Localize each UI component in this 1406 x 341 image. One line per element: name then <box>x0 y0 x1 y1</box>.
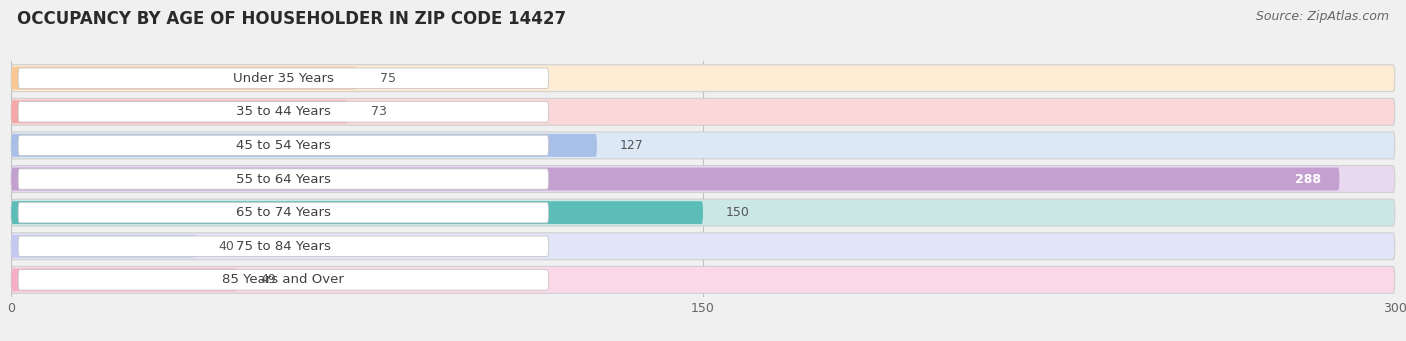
Text: 65 to 74 Years: 65 to 74 Years <box>236 206 330 219</box>
FancyBboxPatch shape <box>18 236 548 256</box>
FancyBboxPatch shape <box>18 203 548 223</box>
FancyBboxPatch shape <box>11 65 1395 92</box>
FancyBboxPatch shape <box>11 166 1395 192</box>
Text: 127: 127 <box>620 139 644 152</box>
Text: 73: 73 <box>371 105 387 118</box>
Text: 55 to 64 Years: 55 to 64 Years <box>236 173 330 186</box>
FancyBboxPatch shape <box>11 201 703 224</box>
Text: Under 35 Years: Under 35 Years <box>233 72 333 85</box>
FancyBboxPatch shape <box>11 235 195 258</box>
FancyBboxPatch shape <box>11 167 1340 191</box>
FancyBboxPatch shape <box>18 135 548 155</box>
Text: 85 Years and Over: 85 Years and Over <box>222 273 344 286</box>
FancyBboxPatch shape <box>18 68 548 88</box>
Text: 40: 40 <box>219 240 235 253</box>
FancyBboxPatch shape <box>11 67 357 90</box>
Text: OCCUPANCY BY AGE OF HOUSEHOLDER IN ZIP CODE 14427: OCCUPANCY BY AGE OF HOUSEHOLDER IN ZIP C… <box>17 10 567 28</box>
FancyBboxPatch shape <box>11 199 1395 226</box>
FancyBboxPatch shape <box>18 270 548 290</box>
Text: 49: 49 <box>260 273 276 286</box>
Text: 288: 288 <box>1295 173 1322 186</box>
FancyBboxPatch shape <box>18 102 548 122</box>
Text: 75: 75 <box>380 72 396 85</box>
FancyBboxPatch shape <box>11 134 598 157</box>
Text: 75 to 84 Years: 75 to 84 Years <box>236 240 330 253</box>
Text: 35 to 44 Years: 35 to 44 Years <box>236 105 330 118</box>
FancyBboxPatch shape <box>11 266 1395 293</box>
Text: 45 to 54 Years: 45 to 54 Years <box>236 139 330 152</box>
Text: Source: ZipAtlas.com: Source: ZipAtlas.com <box>1256 10 1389 23</box>
FancyBboxPatch shape <box>11 233 1395 260</box>
FancyBboxPatch shape <box>11 132 1395 159</box>
FancyBboxPatch shape <box>11 268 238 291</box>
FancyBboxPatch shape <box>11 100 347 123</box>
FancyBboxPatch shape <box>11 98 1395 125</box>
Text: 150: 150 <box>725 206 749 219</box>
FancyBboxPatch shape <box>18 169 548 189</box>
